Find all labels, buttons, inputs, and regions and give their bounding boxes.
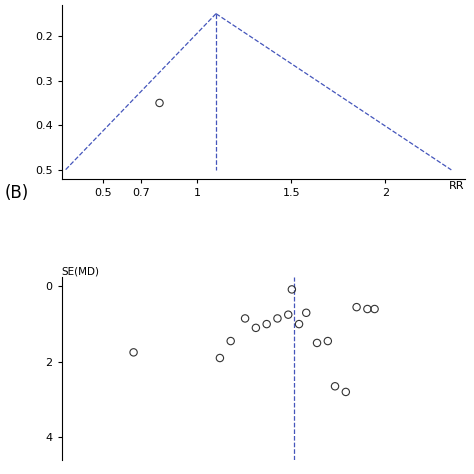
- Point: [302, 309, 310, 317]
- Point: [252, 324, 260, 332]
- Point: [263, 320, 271, 328]
- Point: [216, 354, 224, 362]
- Text: SE(MD): SE(MD): [62, 267, 100, 277]
- Text: (B): (B): [5, 183, 29, 201]
- Point: [273, 315, 281, 322]
- Point: [353, 303, 360, 311]
- Text: RR: RR: [449, 181, 465, 191]
- Point: [295, 320, 303, 328]
- Point: [156, 99, 164, 107]
- Point: [284, 311, 292, 319]
- Point: [364, 305, 371, 313]
- Point: [342, 388, 350, 396]
- Point: [288, 286, 296, 293]
- Point: [324, 337, 332, 345]
- Point: [227, 337, 235, 345]
- Point: [371, 305, 378, 313]
- Point: [130, 348, 137, 356]
- Point: [241, 315, 249, 322]
- Point: [313, 339, 321, 347]
- Point: [331, 383, 339, 390]
